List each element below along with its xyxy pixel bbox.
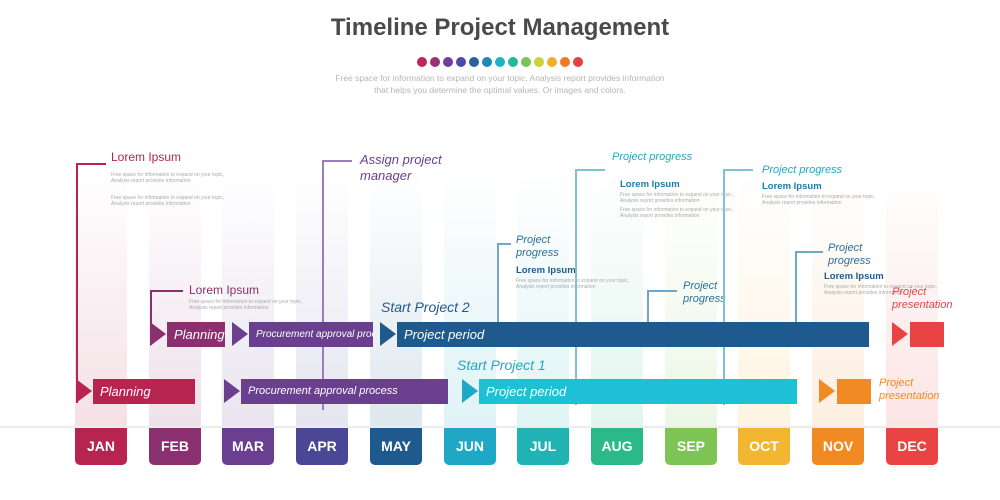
- jan-callout-text-1: Free space for information to expand on …: [111, 172, 225, 184]
- project1-period-arrow: [462, 379, 478, 403]
- jan-callout-tick: [76, 163, 106, 165]
- oct-callout-head: Lorem Ipsum: [824, 271, 884, 282]
- color-dot: [469, 57, 479, 67]
- apr-callout-label: Assign project manager: [360, 152, 442, 183]
- jul-callout-label: Project progress: [612, 151, 693, 163]
- sep-callout-label: Project progress: [762, 164, 843, 176]
- timeline-baseline: [0, 426, 1000, 428]
- project1-period-bar: Project period: [479, 379, 797, 404]
- month-label-aug: AUG: [591, 428, 643, 465]
- project1-presentation-label: Project presentation: [879, 377, 940, 402]
- oct-callout-tick: [795, 251, 823, 253]
- jul-callout-tick: [575, 169, 605, 171]
- aug-callout-label: Project progress: [683, 280, 726, 305]
- aug-callout-tick: [647, 290, 677, 292]
- project1-planning-arrow: [76, 379, 92, 403]
- oct-callout-line: [795, 251, 797, 333]
- color-dot: [456, 57, 466, 67]
- jul-callout-head: Lorem Ipsum: [620, 179, 680, 190]
- color-dot: [534, 57, 544, 67]
- month-label-jan: JAN: [75, 428, 127, 465]
- feb-callout-tick: [150, 290, 183, 292]
- jun-callout-tick: [497, 243, 511, 245]
- color-dots: [0, 54, 1000, 72]
- oct-callout-label: Project progress: [828, 242, 871, 267]
- jun-callout-text: Free space for information to expand on …: [516, 278, 630, 290]
- oct-callout-text: Free space for information to expand on …: [824, 284, 938, 296]
- month-label-nov: NOV: [812, 428, 864, 465]
- sep-callout-head: Lorem Ipsum: [762, 181, 822, 192]
- color-dot: [443, 57, 453, 67]
- sep-callout-tick: [723, 169, 753, 171]
- month-label-mar: MAR: [222, 428, 274, 465]
- project2-presentation-label: Project presentation: [892, 286, 953, 311]
- jul-callout-line: [575, 169, 577, 405]
- color-dot: [521, 57, 531, 67]
- month-label-apr: APR: [296, 428, 348, 465]
- month-label-dec: DEC: [886, 428, 938, 465]
- project1-presentation-arrow: [819, 379, 835, 403]
- month-label-sep: SEP: [665, 428, 717, 465]
- apr-callout-line: [322, 160, 324, 410]
- page-title: Timeline Project Management: [330, 14, 670, 41]
- project2-presentation-bar: [910, 322, 944, 347]
- project2-planning-arrow: [150, 322, 166, 346]
- aug-callout-line: [647, 290, 649, 335]
- project2-procurement-arrow: [232, 322, 248, 346]
- month-label-jul: JUL: [517, 428, 569, 465]
- color-dot: [573, 57, 583, 67]
- color-dot: [430, 57, 440, 67]
- project2-presentation-arrow: [892, 322, 908, 346]
- sep-callout-line: [723, 169, 725, 405]
- color-dot: [508, 57, 518, 67]
- jul-callout-text-1: Free space for information to expand on …: [620, 192, 734, 204]
- project2-start-label: Start Project 2: [381, 299, 470, 315]
- project2-planning-bar: Planning: [167, 322, 225, 347]
- jun-callout-head: Lorem Ipsum: [516, 265, 576, 276]
- project1-procurement-arrow: [224, 379, 240, 403]
- project1-procurement-bar: Procurement approval process: [241, 379, 448, 404]
- month-label-jun: JUN: [444, 428, 496, 465]
- jul-callout-text-2: Free space for information to expand on …: [620, 207, 734, 219]
- month-label-oct: OCT: [738, 428, 790, 465]
- sep-callout-text: Free space for information to expand on …: [762, 194, 876, 206]
- apr-callout-tick: [322, 160, 352, 162]
- jun-callout-line: [497, 243, 499, 333]
- color-dot: [495, 57, 505, 67]
- page-subtitle: Free space for information to expand on …: [335, 73, 665, 95]
- project2-period-bar: Project period: [397, 322, 869, 347]
- feb-callout-line: [150, 290, 152, 345]
- color-dot: [560, 57, 570, 67]
- month-label-may: MAY: [370, 428, 422, 465]
- jan-callout-head: Lorem Ipsum: [111, 150, 182, 164]
- project1-presentation-bar: [837, 379, 871, 404]
- month-stripe-dec: [886, 170, 938, 438]
- color-dot: [547, 57, 557, 67]
- jun-callout-label: Project progress: [516, 234, 559, 259]
- jan-callout-text-2: Free space for information to expand on …: [111, 195, 225, 207]
- month-label-feb: FEB: [149, 428, 201, 465]
- project1-planning-bar: Planning: [93, 379, 195, 404]
- jan-callout-line: [76, 163, 78, 403]
- color-dot: [482, 57, 492, 67]
- project2-procurement-bar: Procurement approval process: [249, 322, 373, 347]
- project2-period-arrow: [380, 322, 396, 346]
- feb-callout-text: Free space for information to expand on …: [189, 299, 303, 311]
- color-dot: [417, 57, 427, 67]
- feb-callout-head: Lorem Ipsum: [189, 283, 260, 297]
- project1-start-label: Start Project 1: [457, 357, 546, 373]
